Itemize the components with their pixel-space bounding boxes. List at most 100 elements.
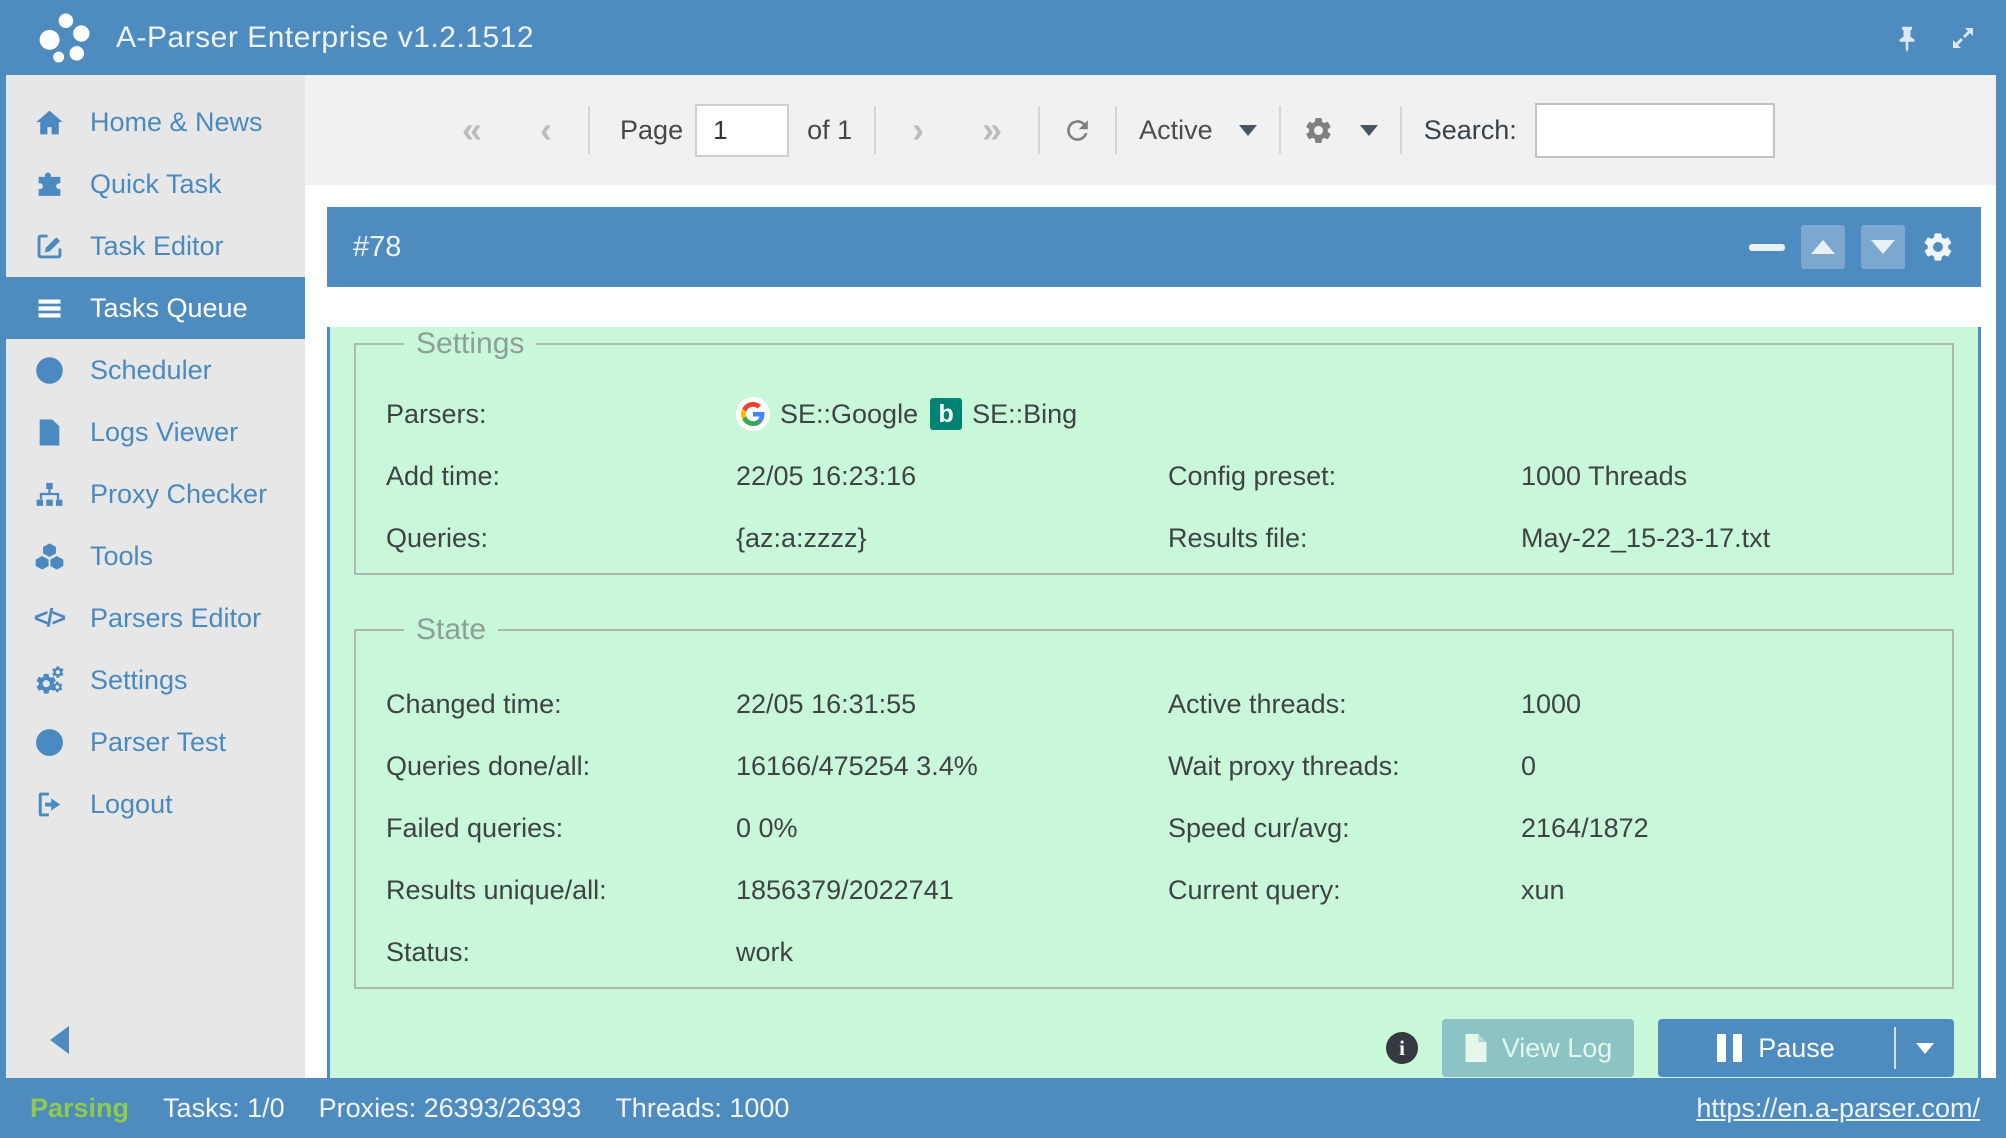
- pause-menu-button[interactable]: [1896, 1019, 1954, 1077]
- field-value: 0 0%: [736, 812, 798, 843]
- sidebar-item-task-editor[interactable]: Task Editor: [6, 215, 305, 277]
- status-value: work: [736, 936, 794, 967]
- view-log-button[interactable]: View Log: [1442, 1019, 1634, 1077]
- toolbar-separator: [1038, 106, 1041, 154]
- field-value: 16166/475254 3.4%: [736, 750, 978, 781]
- last-page-button[interactable]: »: [982, 109, 1003, 150]
- page-count-label: of 1: [807, 114, 853, 145]
- pin-icon[interactable]: [1892, 23, 1922, 53]
- sidebar-item-tasks-queue[interactable]: Tasks Queue: [0, 277, 305, 339]
- settings-caret-down-icon[interactable]: [1359, 124, 1378, 136]
- sidebar-item-tools[interactable]: Tools: [6, 525, 305, 587]
- field-label: Changed time:: [386, 688, 562, 719]
- status-row: Status: work: [386, 921, 1932, 983]
- sidebar-item-settings[interactable]: Settings: [6, 649, 305, 711]
- field-label: Parsers:: [386, 398, 487, 429]
- settings-fieldset: Settings Parsers:: [354, 327, 1954, 575]
- app-title: A-Parser Enterprise v1.2.1512: [116, 20, 535, 54]
- move-up-button[interactable]: [1801, 225, 1845, 269]
- sidebar-item-proxy-checker[interactable]: Proxy Checker: [6, 463, 305, 525]
- field-label: Active threads:: [1168, 688, 1347, 719]
- cubes-icon: [30, 541, 68, 572]
- a-parser-site-link[interactable]: https://en.a-parser.com/: [1696, 1092, 1980, 1123]
- target-icon: [30, 727, 68, 758]
- search-input[interactable]: [1534, 102, 1775, 158]
- parser-name: SE::Google: [780, 398, 919, 429]
- threads-counter: Threads: 1000: [615, 1092, 790, 1123]
- parser-google: SE::Google: [736, 397, 918, 431]
- sidebar-item-label: Logs Viewer: [90, 416, 239, 447]
- tasks-counter: Tasks: 1/0: [163, 1092, 285, 1123]
- sidebar-item-label: Scheduler: [90, 354, 212, 385]
- sidebar-item-quick-task[interactable]: Quick Task: [6, 153, 305, 215]
- filter-select[interactable]: Active: [1139, 114, 1213, 145]
- collapse-down-icon: [1871, 240, 1895, 254]
- field-value: 1000: [1521, 688, 1582, 719]
- toolbar-separator: [1115, 106, 1118, 154]
- logout-icon: [30, 789, 68, 820]
- field-label: Results file:: [1168, 522, 1308, 553]
- expand-icon[interactable]: [1948, 23, 1978, 53]
- minimize-icon[interactable]: [1749, 243, 1785, 251]
- state-row: Queries done/all: 16166/475254 3.4% Wait…: [386, 735, 1932, 797]
- first-page-button[interactable]: «: [462, 109, 483, 150]
- collapse-up-icon: [1811, 240, 1835, 254]
- sidebar-item-parser-test[interactable]: Parser Test: [6, 711, 305, 773]
- toolbar-separator: [1399, 106, 1402, 154]
- sidebar-item-label: Quick Task: [90, 168, 222, 199]
- search-label: Search:: [1423, 114, 1517, 145]
- status-bar: Parsing Tasks: 1/0 Proxies: 26393/26393 …: [0, 1078, 2006, 1138]
- refresh-icon[interactable]: [1062, 115, 1093, 146]
- sidebar-item-logout[interactable]: Logout: [6, 773, 305, 835]
- task-panel-header: #78: [327, 207, 1981, 287]
- app-logo-icon: [39, 13, 90, 62]
- next-page-button[interactable]: ›: [912, 109, 925, 150]
- sidebar-item-home-news[interactable]: Home & News: [6, 91, 305, 153]
- sidebar-item-logs-viewer[interactable]: Logs Viewer: [6, 401, 305, 463]
- parsing-status-badge: Parsing: [30, 1092, 130, 1123]
- sidebar-item-parsers-editor[interactable]: </> Parsers Editor: [6, 587, 305, 649]
- pause-label: Pause: [1758, 1032, 1835, 1063]
- move-down-button[interactable]: [1861, 225, 1905, 269]
- field-value: May-22_15-23-17.txt: [1521, 522, 1771, 553]
- field-value: 2164/1872: [1521, 812, 1649, 843]
- panel-gear-icon[interactable]: [1921, 230, 1955, 264]
- sidebar-item-label: Settings: [90, 664, 188, 695]
- sidebar-item-label: Home & News: [90, 106, 263, 137]
- field-label: Add time:: [386, 460, 501, 491]
- info-icon[interactable]: i: [1386, 1032, 1418, 1064]
- toolbar-separator: [1278, 106, 1281, 154]
- state-row: Changed time: 22/05 16:31:55 Active thre…: [386, 673, 1932, 735]
- field-label: Speed cur/avg:: [1168, 812, 1350, 843]
- right-edge-strip: [1996, 75, 2006, 1138]
- google-icon: [736, 397, 770, 431]
- state-row: Failed queries: 0 0% Speed cur/avg: 2164…: [386, 797, 1932, 859]
- pause-button[interactable]: Pause: [1658, 1019, 1894, 1077]
- state-fieldset: State Changed time: 22/05 16:31:55 Activ…: [354, 613, 1954, 989]
- proxies-counter: Proxies: 26393/26393: [318, 1092, 582, 1123]
- page-input[interactable]: [695, 103, 790, 157]
- sidebar-collapse-button[interactable]: [50, 1026, 69, 1054]
- parsers-row: Parsers: SE::Google: [386, 383, 1932, 445]
- sidebar-item-label: Parser Test: [90, 726, 227, 757]
- pause-split-button[interactable]: Pause: [1658, 1019, 1954, 1077]
- toolbar-separator: [588, 106, 591, 154]
- home-icon: [30, 107, 68, 138]
- state-row: Results unique/all: 1856379/2022741 Curr…: [386, 859, 1932, 921]
- list-icon: [30, 293, 68, 324]
- main-content: #78 Settings Parsers:: [305, 185, 1996, 1110]
- settings-row: Queries: {az:a:zzzz} Results file: May-2…: [386, 507, 1932, 569]
- field-value: 0: [1521, 750, 1537, 781]
- field-value: 1856379/2022741: [736, 874, 954, 905]
- gear-icon[interactable]: [1303, 115, 1334, 146]
- filter-caret-down-icon[interactable]: [1238, 124, 1257, 136]
- file-icon: [1465, 1034, 1487, 1062]
- field-label: Status:: [386, 936, 471, 967]
- sidebar-item-scheduler[interactable]: Scheduler: [6, 339, 305, 401]
- parser-bing: b SE::Bing: [930, 398, 1077, 430]
- prev-page-button[interactable]: ‹: [540, 109, 553, 150]
- sidebar-item-label: Parsers Editor: [90, 602, 262, 633]
- puzzle-icon: [30, 169, 68, 200]
- field-label: Config preset:: [1168, 460, 1337, 491]
- field-value: {az:a:zzzz}: [736, 522, 867, 553]
